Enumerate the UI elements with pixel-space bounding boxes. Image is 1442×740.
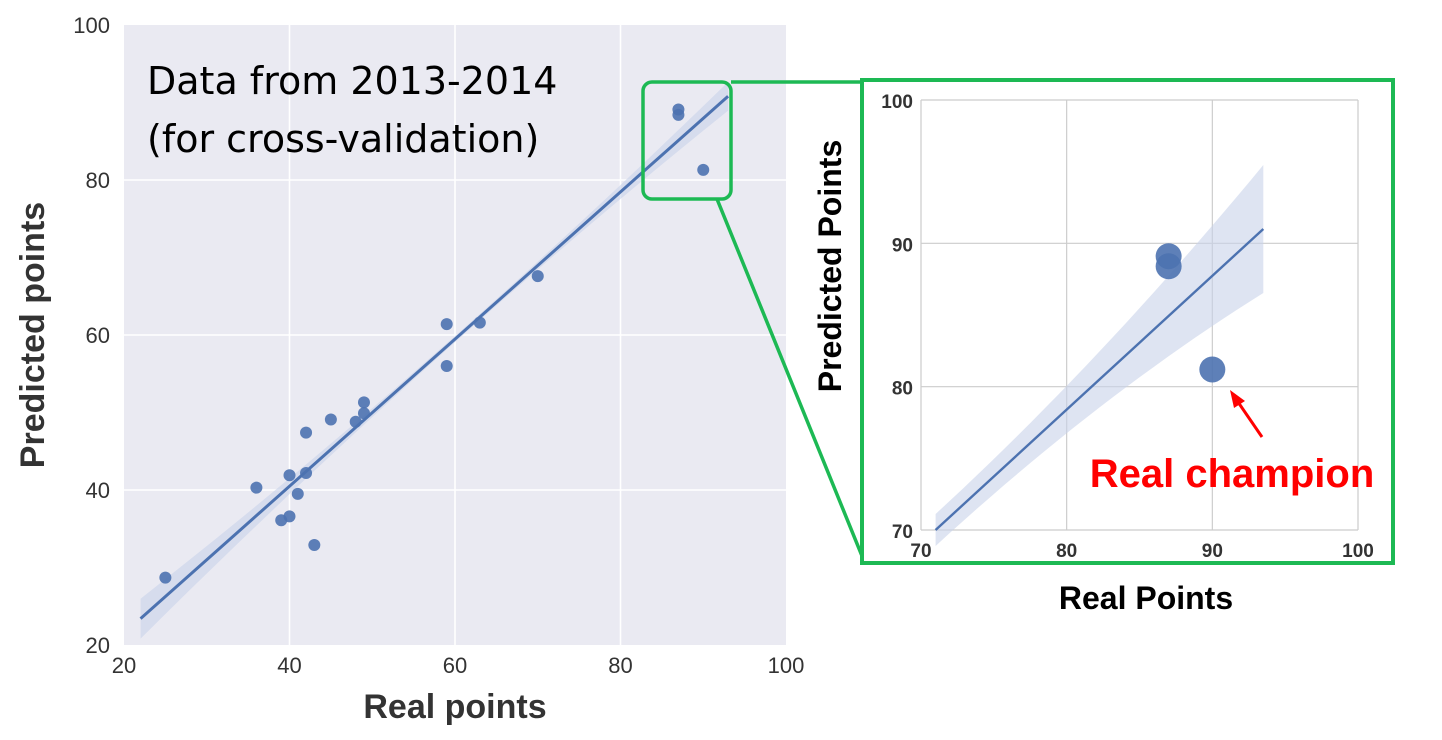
data-point [283, 510, 296, 523]
y-tick-label: 90 [892, 235, 913, 256]
y-tick-label: 100 [73, 13, 110, 38]
x-tick-label: 90 [1202, 541, 1223, 562]
y-tick-label: 80 [86, 168, 110, 193]
data-point [159, 571, 172, 584]
zoomed-x-tick-labels: 70 80 90 100 [910, 541, 1373, 562]
zoomed-x-axis-label: Real Points [1059, 580, 1233, 616]
data-point [672, 108, 685, 121]
y-tick-label: 100 [881, 92, 913, 113]
x-tick-label: 70 [910, 541, 931, 562]
zoom-connector-bottom [715, 198, 864, 557]
data-point [440, 318, 453, 331]
data-point [308, 539, 321, 552]
y-tick-label: 80 [892, 379, 913, 400]
zoomed-y-axis-label: Predicted Points [812, 140, 848, 393]
zoomed-scatter-chart: 70 80 90 100 70 80 90 100 Real Points Predicte… [812, 92, 1374, 616]
data-point [1199, 356, 1226, 383]
data-point [473, 316, 486, 329]
data-point [349, 415, 362, 428]
main-x-axis-label: Real points [363, 688, 546, 726]
zoomed-y-tick-labels: 70 80 90 100 [881, 92, 913, 543]
callout-label: Real champion [1090, 452, 1375, 496]
annotation-line-1: Data from 2013-2014 [147, 59, 557, 103]
main-y-tick-labels: 20 40 60 80 100 [73, 13, 110, 658]
zoomed-regression-line [934, 228, 1265, 531]
data-point [300, 466, 313, 479]
annotation-line-2: (for cross-validation) [147, 117, 539, 161]
data-point [531, 270, 544, 283]
main-confidence-band [140, 82, 729, 639]
data-point [1155, 253, 1182, 280]
x-tick-label: 100 [768, 653, 805, 678]
main-scatter-chart: 20 40 60 80 100 20 40 60 80 100 Real points Pred… [14, 13, 804, 726]
main-regression-line [139, 95, 730, 620]
zoom-connector [641, 78, 1395, 565]
main-points [159, 103, 710, 584]
x-tick-label: 40 [277, 653, 301, 678]
y-tick-label: 40 [86, 478, 110, 503]
x-tick-label: 80 [1056, 541, 1077, 562]
data-point [357, 396, 370, 409]
x-tick-label: 20 [112, 653, 136, 678]
zoom-highlight-box [641, 80, 733, 201]
main-x-tick-labels: 20 40 60 80 100 [112, 653, 805, 678]
data-point [697, 163, 710, 176]
data-point [300, 426, 313, 439]
zoomed-points [1155, 243, 1226, 383]
data-point [283, 469, 296, 482]
zoom-panel-frame [860, 78, 1395, 565]
data-point [291, 487, 304, 500]
x-tick-label: 100 [1342, 541, 1374, 562]
y-tick-label: 60 [86, 323, 110, 348]
x-tick-label: 80 [608, 653, 632, 678]
zoomed-confidence-band [935, 165, 1264, 546]
y-tick-label: 20 [86, 633, 110, 658]
data-point [250, 481, 263, 494]
y-tick-label: 70 [892, 522, 913, 543]
data-point [324, 413, 337, 426]
data-point [357, 407, 370, 420]
x-tick-label: 60 [443, 653, 467, 678]
main-y-axis-label: Predicted points [14, 202, 52, 468]
data-point [440, 360, 453, 372]
callout-arrow-head [1230, 390, 1245, 408]
main-gridlines [124, 25, 786, 645]
callout-arrow-shaft [1236, 401, 1264, 438]
